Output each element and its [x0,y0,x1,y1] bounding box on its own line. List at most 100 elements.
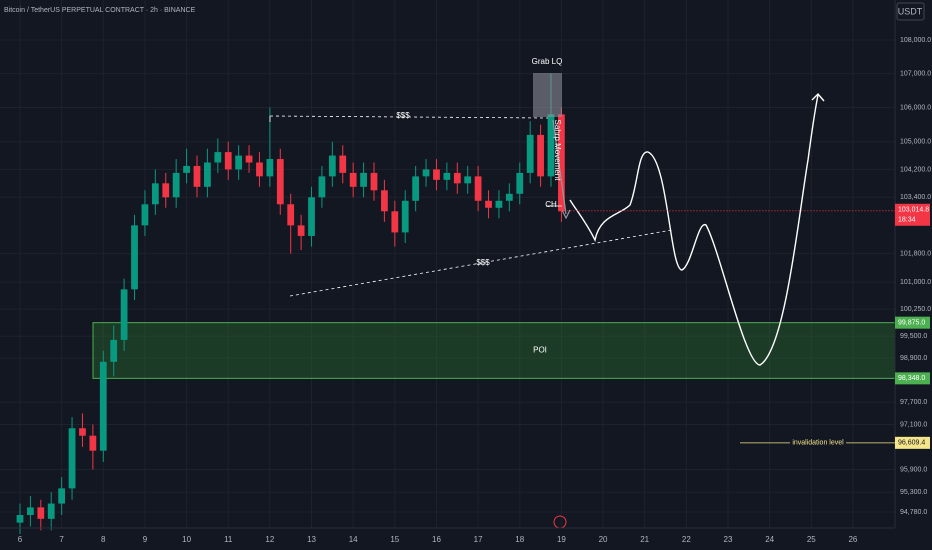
move-label: Sahrp Movement [553,120,562,182]
candle-body [453,172,461,184]
candle-body [131,225,138,290]
level-tag-label: 99,875.0 [898,320,925,327]
level-tag [895,372,930,385]
y-tick-label: 108,000.0 [900,37,931,44]
candle-body [266,159,274,177]
y-tick-label: 101,000.0 [900,279,931,286]
grid [0,0,895,528]
candle-body [485,200,492,208]
x-tick-label: 8 [101,535,106,544]
x-tick-label: 20 [599,535,608,544]
x-tick-label: 16 [432,535,441,544]
candle-body [276,159,284,205]
candle-body [204,162,211,187]
poi-zone: POI [92,322,896,379]
x-tick-label: 6 [18,535,23,544]
candle-body [245,155,253,163]
candle-body [516,172,524,194]
candle-body [443,172,451,180]
candle-body [27,507,34,515]
invalidation-tag-label: 96,609.4 [898,440,925,447]
liquidity-label: $$$ [396,111,410,120]
y-tick-label: 94,780.0 [900,509,927,516]
level-tag [895,316,930,329]
candle-body [422,169,430,177]
y-tick-label: 99,500.0 [900,333,927,340]
invalidation-label: invalidation level [792,440,844,447]
candle-body [526,134,534,173]
y-tick-label: 95,900.0 [900,466,927,473]
candle-body [537,134,544,177]
candle-body [120,289,128,340]
candle-body [474,176,482,201]
y-tick-label: 103,400.0 [900,194,931,201]
candle-body [37,507,45,519]
y-tick-label: 95,300.0 [900,489,927,496]
x-tick-label: 12 [265,535,274,544]
candle-body [495,200,503,208]
x-tick-label: 9 [143,535,148,544]
x-tick-label: 22 [682,535,691,544]
candle-body [172,172,180,198]
candle-body [381,190,388,212]
x-tick-label: 7 [59,535,64,544]
liquidity-label: $$$ [476,258,490,267]
x-tick-label: 14 [349,535,358,544]
invalidation-label-bg [790,437,846,448]
axis-labels: 108,000.0 107,000.0 106,000.0 105,000.0 104,… [18,37,931,544]
candle-body [328,155,336,177]
level-tag-label: 98,348.0 [898,375,925,382]
projection-path [569,94,819,366]
candle-body [433,169,440,180]
x-tick-label: 11 [224,535,233,544]
price-tag [895,203,930,226]
candle-body [318,176,326,198]
candle-body [162,183,170,198]
candle-body [412,176,420,201]
y-tick-label: 98,900.0 [900,355,927,362]
x-tick-label: 21 [640,535,649,544]
candle-body [89,435,97,451]
y-tick-label: 101,800.0 [900,251,931,258]
x-tick-label: 15 [390,535,399,544]
candle-body [547,114,555,177]
y-tick-label: 100,250.0 [900,306,931,313]
move-arrow [552,119,567,215]
projection-arrow [811,92,825,102]
candle-body [464,176,472,184]
x-tick-label: 26 [848,535,857,544]
x-tick-label: 18 [515,535,524,544]
candle-body [214,152,222,163]
candle-body [505,193,513,201]
candle-body [47,503,55,519]
countdown: 18:34 [898,217,916,224]
currency-box [896,2,925,21]
move-arrow-head [561,209,571,220]
y-tick-label: 97,100.0 [900,421,927,428]
y-tick-label: 107,000.0 [900,70,931,77]
candle-body [370,172,378,191]
candle-body [235,155,243,170]
trendline-bottom [289,229,673,297]
y-tick-label: 97,700.0 [900,399,927,406]
candle-body [287,204,295,226]
x-tick-label: 10 [182,535,191,544]
currency: USDT [898,6,923,16]
poi-label: POI [533,346,547,355]
x-tick-label: 19 [557,535,566,544]
candle-body [151,183,159,205]
candle-body [193,165,201,187]
candle-body [16,514,24,523]
candles [16,73,565,535]
x-tick-label: 13 [307,535,316,544]
candle-body [79,428,86,436]
price-tag-label: 103,014.8 [898,207,929,214]
candle-body [558,114,565,212]
candle-body [297,225,305,236]
candle-body [349,172,357,187]
candle-body [401,200,409,233]
candle-body [224,152,232,170]
x-tick-label: 17 [474,535,483,544]
y-tick-label: 105,000.0 [900,139,931,146]
price-axis [895,0,932,550]
